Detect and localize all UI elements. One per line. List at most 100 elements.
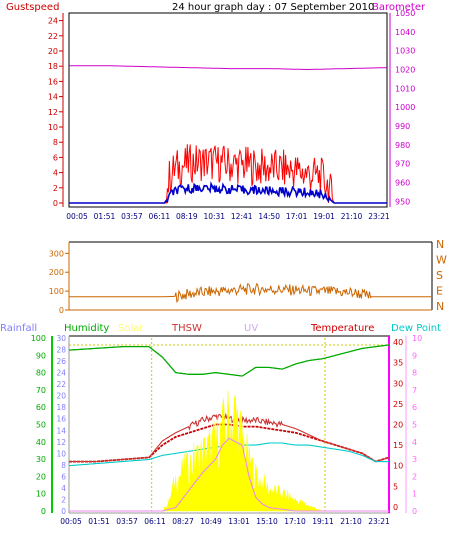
x-tick-label: 19:11 (312, 517, 334, 526)
temp-tick-label: 25 (393, 400, 403, 409)
rain-tick-label: 0 (61, 507, 66, 516)
right-tick-label: 1050 (395, 9, 415, 18)
x-tick-label: 21:10 (340, 517, 362, 526)
left-tick-label: 2 (53, 184, 58, 193)
temp-tick-labels: 0 5 10 15 20 25 30 35 40 (393, 338, 403, 512)
temp-tick-label: 40 (393, 338, 403, 347)
header-label: Rainfall (0, 323, 37, 334)
humidity-tick-label: 80 (36, 369, 46, 378)
right-tick-label: 980 (395, 141, 410, 150)
left-tick-label: 8 (53, 138, 58, 147)
rain-tick-label: 16 (56, 415, 66, 424)
rain-tick-label: 18 (56, 403, 66, 412)
compass-label: E (436, 285, 443, 298)
humidity-tick-label: 0 (41, 507, 46, 516)
uv-tick-label: 2 (412, 472, 417, 481)
humidity-tick-label: 90 (36, 351, 46, 360)
left-tick-label: 300 (49, 249, 64, 258)
left-tick-label: 0 (59, 306, 64, 315)
rain-tick-label: 28 (56, 346, 66, 355)
compass-label: W (436, 254, 447, 267)
series-area-solar (69, 390, 389, 512)
humidity-tick-label: 100 (31, 334, 46, 343)
series-line-wind-direction (69, 283, 432, 303)
x-tick-label: 06:11 (144, 517, 166, 526)
rain-tick-label: 14 (56, 426, 66, 435)
header-label: Solar (118, 323, 144, 334)
series-layer (69, 283, 432, 303)
temp-tick-label: 30 (393, 379, 403, 388)
rain-tick-label: 4 (61, 484, 66, 493)
temp-tick-label: 5 (393, 482, 398, 491)
x-tick-label: 15:10 (256, 517, 278, 526)
uv-tick-label: 7 (412, 386, 417, 395)
left-tick-label: 16 (48, 77, 58, 86)
right-axis-label: Barometer (372, 2, 426, 13)
left-tick-label: 14 (48, 93, 58, 102)
rain-tick-label: 10 (56, 449, 66, 458)
uv-tick-label: 4 (412, 438, 417, 447)
left-tick-label: 20 (48, 47, 58, 56)
guide-lines (69, 338, 389, 511)
right-tick-label: 960 (395, 179, 410, 188)
humidity-tick-label: 60 (36, 403, 46, 412)
left-tick-label: 200 (49, 268, 64, 277)
left-tick-label: 0 (53, 199, 58, 208)
x-tick-label: 10:31 (203, 212, 225, 221)
temp-tick-label: 35 (393, 359, 403, 368)
compass-label: N (436, 300, 444, 313)
temp-tick-label: 15 (393, 441, 403, 450)
left-tick-label: 10 (48, 123, 58, 132)
left-tick-label: 4 (53, 169, 58, 178)
right-tick-label: 1020 (395, 66, 415, 75)
uv-tick-label: 6 (412, 403, 417, 412)
series-line-humidity (68, 344, 390, 377)
left-tick-label: 6 (53, 153, 58, 162)
right-tick-label: 970 (395, 160, 410, 169)
x-tick-label: 06:11 (149, 212, 171, 221)
header-label: THSW (171, 323, 202, 334)
x-tick-label: 12:41 (231, 212, 253, 221)
right-tick-label: 990 (395, 122, 410, 131)
left-tick-label: 22 (48, 32, 58, 41)
temp-tick-label: 0 (393, 503, 398, 512)
humidity-tick-label: 40 (36, 438, 46, 447)
chart-gust-barometer: Gustspeed 24 hour graph day : 07 Septemb… (6, 2, 426, 221)
humidity-tick-label: 10 (36, 490, 46, 499)
series-line-uv (69, 437, 389, 512)
x-tick-label: 13:01 (228, 517, 250, 526)
uv-tick-label: 10 (412, 334, 422, 343)
right-tick-labels: 950 960 970 980 990 1000 1010 1020 1030 1040 1050 (395, 9, 415, 206)
rain-tick-label: 26 (56, 357, 66, 366)
header-label: Humidity (64, 323, 109, 334)
rain-tick-label: 20 (56, 392, 66, 401)
chart-title: 24 hour graph day : 07 September 2010 (172, 2, 374, 13)
humidity-tick-label: 20 (36, 472, 46, 481)
uv-tick-label: 5 (412, 421, 417, 430)
x-tick-labels: 00:05 01:51 03:57 06:11 08:27 10:49 13:01 15:10… (60, 517, 390, 526)
temp-tick-label: 10 (393, 462, 403, 471)
series-line-barometer (69, 65, 387, 70)
uv-tick-label: 1 (412, 490, 417, 499)
rain-tick-label: 22 (56, 380, 66, 389)
x-tick-label: 14:50 (258, 212, 280, 221)
x-tick-label: 23:21 (368, 517, 390, 526)
left-tick-label: 18 (48, 62, 58, 71)
x-tick-label: 10:49 (200, 517, 222, 526)
left-tick-label: 100 (49, 287, 64, 296)
left-tick-labels: 0 100 200 300 (49, 249, 69, 315)
header-labels: Rainfall Humidity Solar THSW UV Temperature De… (0, 323, 441, 334)
x-tick-label: 17:10 (284, 517, 306, 526)
compass-label: N (436, 238, 444, 251)
rain-tick-label: 24 (56, 369, 66, 378)
uv-tick-label: 8 (412, 369, 417, 378)
compass-label: S (436, 269, 443, 282)
header-label: Temperature (310, 323, 374, 334)
right-tick-label: 1040 (395, 28, 415, 37)
x-tick-label: 00:05 (60, 517, 82, 526)
